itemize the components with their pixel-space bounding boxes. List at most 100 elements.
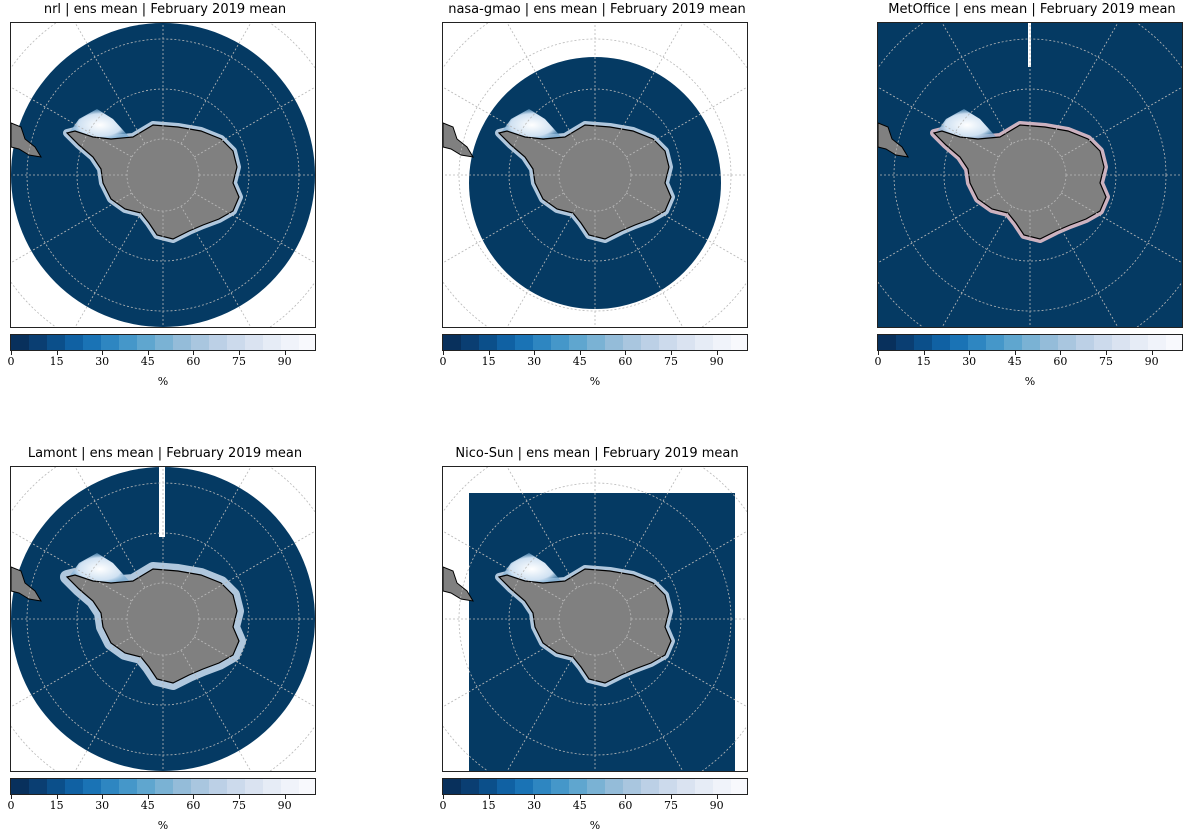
colorbar-segment <box>299 779 315 794</box>
colorbar-ticks: 0 15 30 45 60 75 90 <box>439 795 748 812</box>
colorbar-tick-label: 60 <box>618 799 633 812</box>
colorbar-segment <box>932 335 951 350</box>
colorbar-tick <box>488 795 490 799</box>
colorbar-segment <box>1040 335 1059 350</box>
colorbar-unit: % <box>1024 375 1036 388</box>
colorbar-segment <box>1058 335 1077 350</box>
colorbar-segment <box>263 779 282 794</box>
colorbar-segment <box>551 335 570 350</box>
panel-lamont: Lamont | ens mean | February 2019 mean 0… <box>7 446 320 834</box>
colorbar-segment <box>569 335 588 350</box>
colorbar-tick <box>534 795 536 799</box>
colorbar-segment <box>515 779 534 794</box>
colorbar-segment <box>497 779 516 794</box>
colorbar-segment <box>1094 335 1113 350</box>
colorbar-tick <box>56 351 58 355</box>
colorbar-tick-label: 90 <box>277 799 292 812</box>
colorbar-ticks: 0 15 30 45 60 75 90 <box>439 351 748 368</box>
graticule <box>878 23 1182 327</box>
colorbar-tick-label: 45 <box>140 799 155 812</box>
colorbar-segment <box>1004 335 1023 350</box>
colorbar-tick <box>671 351 672 355</box>
colorbar-segment <box>533 335 552 350</box>
panel-metoffice: MetOffice | ens mean | February 2019 mea… <box>874 2 1187 412</box>
colorbar-tick <box>1060 351 1062 355</box>
colorbar-tick <box>284 351 286 355</box>
graticule <box>11 23 315 327</box>
panel-nasa-gmao: nasa-gmao | ens mean | February 2019 mea… <box>439 2 752 412</box>
colorbar-tick <box>671 795 672 799</box>
colorbar-tick-label: 90 <box>277 355 292 368</box>
colorbar-segment <box>191 335 210 350</box>
colorbar-segment <box>119 335 138 350</box>
polar-map <box>443 467 747 771</box>
colorbar-tick-label: 15 <box>481 799 496 812</box>
colorbar-segment <box>533 779 552 794</box>
colorbar-segment <box>29 779 48 794</box>
panel-title: Lamont | ens mean | February 2019 mean <box>27 446 303 461</box>
map-nico-sun <box>442 466 748 772</box>
colorbar-tick <box>534 351 536 355</box>
colorbar-segment <box>497 335 516 350</box>
colorbar-segment <box>281 335 300 350</box>
colorbar-segment <box>155 335 174 350</box>
colorbar-tick <box>625 795 627 799</box>
colorbar <box>877 334 1183 351</box>
colorbar-tick-label: 30 <box>527 799 542 812</box>
colorbar-segment <box>659 779 678 794</box>
colorbar-segment <box>479 335 498 350</box>
colorbar-tick <box>11 795 12 799</box>
colorbar-tick-label: 0 <box>439 355 447 368</box>
colorbar-tick <box>239 351 240 355</box>
colorbar-tick-label: 75 <box>232 355 246 368</box>
colorbar-tick <box>102 795 104 799</box>
colorbar-tick-label: 75 <box>664 355 678 368</box>
colorbar-tick-label: 60 <box>186 799 201 812</box>
colorbar-tick <box>1106 351 1107 355</box>
polar-map <box>878 23 1182 327</box>
colorbar-tick <box>56 795 58 799</box>
colorbar-segment <box>641 335 660 350</box>
colorbar-segment <box>137 335 156 350</box>
colorbar-segment <box>695 779 714 794</box>
colorbar-segment <box>83 335 102 350</box>
colorbar-segment <box>173 335 192 350</box>
colorbar-segment <box>299 335 315 350</box>
colorbar-segment <box>137 779 156 794</box>
colorbar-segment <box>914 335 933 350</box>
colorbar-segment <box>587 335 606 350</box>
south-america-land <box>443 122 474 158</box>
colorbar-tick-label: 0 <box>874 355 882 368</box>
panel-title: nasa-gmao | ens mean | February 2019 mea… <box>448 2 746 17</box>
colorbar-tick <box>239 795 240 799</box>
colorbar-segment <box>641 779 660 794</box>
colorbar-segment <box>443 779 462 794</box>
colorbar-segment <box>713 335 732 350</box>
colorbar-segment <box>515 335 534 350</box>
colorbar-segment <box>1076 335 1095 350</box>
colorbar-tick <box>11 351 12 355</box>
colorbar-tick <box>1014 351 1016 355</box>
colorbar-segment <box>731 335 747 350</box>
colorbar-tick-label: 0 <box>439 799 447 812</box>
colorbar-tick-label: 0 <box>7 799 15 812</box>
colorbar-segment <box>101 779 120 794</box>
colorbar-tick <box>443 795 444 799</box>
panel-title: Nico-Sun | ens mean | February 2019 mean <box>455 446 739 461</box>
colorbar-tick <box>488 351 490 355</box>
map-metoffice <box>877 22 1183 328</box>
colorbar-tick-label: 15 <box>49 355 64 368</box>
colorbar-segment <box>605 335 624 350</box>
colorbar-tick-label: 30 <box>962 355 977 368</box>
colorbar-tick <box>193 351 195 355</box>
colorbar-tick <box>969 351 971 355</box>
colorbar-tick <box>193 795 195 799</box>
colorbar-tick-label: 30 <box>95 355 110 368</box>
panel-nico-sun: Nico-Sun | ens mean | February 2019 mean… <box>439 446 752 834</box>
colorbar-tick-label: 90 <box>1144 355 1159 368</box>
south-america-land <box>878 122 909 158</box>
colorbar-segment <box>101 335 120 350</box>
colorbar-tick <box>284 795 286 799</box>
map-nrl <box>10 22 316 328</box>
colorbar-segment <box>623 779 642 794</box>
